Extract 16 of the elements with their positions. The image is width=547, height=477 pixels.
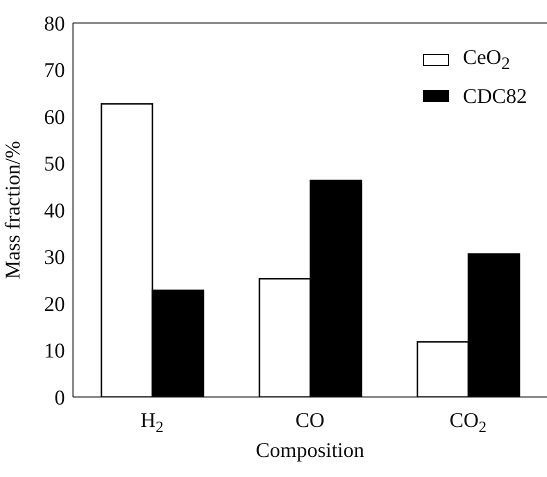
legend-label: CDC82 xyxy=(462,84,527,108)
y-tick-label: 30 xyxy=(44,245,65,270)
y-axis-title: Mass fraction/% xyxy=(0,140,24,280)
y-tick-label: 60 xyxy=(44,104,65,129)
x-tick-label: CO$_{2}$ xyxy=(449,408,487,436)
legend-label: CeO$_{2}$ xyxy=(462,45,510,75)
y-tick-label: 10 xyxy=(44,338,65,363)
y-tick-label: 40 xyxy=(44,198,65,222)
y-tick-label: 70 xyxy=(44,58,65,82)
x-tick-label: CO xyxy=(295,408,325,432)
y-tick-label: 50 xyxy=(44,152,65,176)
x-tick-label: H$_{2}$ xyxy=(140,408,164,436)
x-axis-title: Composition xyxy=(256,438,365,462)
y-tick-label: 20 xyxy=(44,292,65,316)
y-tick-label: 0 xyxy=(54,385,65,410)
y-tick-label: 80 xyxy=(44,11,65,36)
